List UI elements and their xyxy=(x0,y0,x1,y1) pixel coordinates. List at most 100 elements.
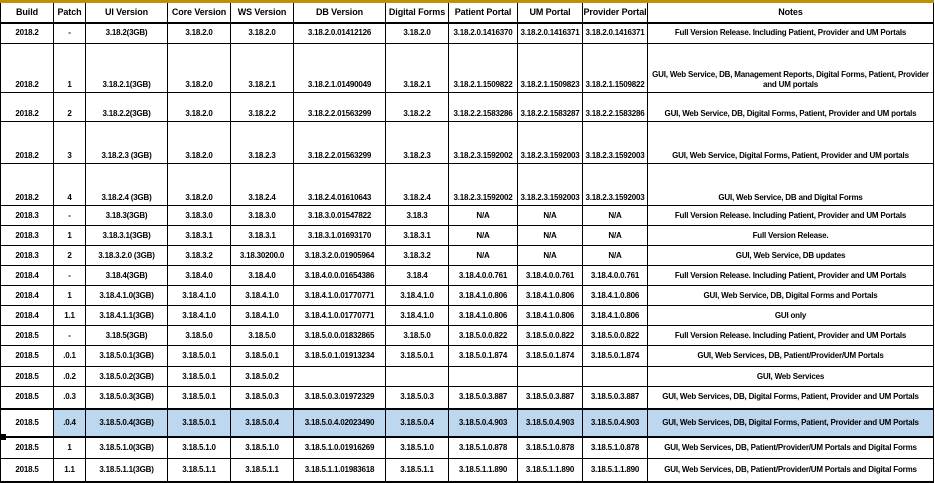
cell-um[interactable]: N/A xyxy=(517,205,583,226)
cell-core[interactable]: 3.18.3.1 xyxy=(167,225,231,246)
cell-build[interactable]: 2018.4 xyxy=(0,265,54,286)
cell-build[interactable]: 2018.2 xyxy=(0,22,54,44)
cell-patient[interactable]: 3.18.5.0.3.887 xyxy=(448,386,518,409)
cell-patch[interactable]: 3 xyxy=(53,121,86,164)
cell-patch[interactable]: 2 xyxy=(53,245,86,266)
cell-ws[interactable]: 3.18.4.0 xyxy=(230,265,294,286)
cell-notes[interactable]: Full Version Release. Including Patient,… xyxy=(647,325,934,346)
column-header-provider[interactable]: Provider Portal xyxy=(582,1,648,24)
cell-ui[interactable]: 3.18.2.4 (3GB) xyxy=(85,163,168,206)
cell-ui[interactable]: 3.18.5.0.3(3GB) xyxy=(85,386,168,409)
cell-patient[interactable]: 3.18.5.0.0.822 xyxy=(448,325,518,346)
cell-core[interactable]: 3.18.5.0.1 xyxy=(167,366,231,387)
cell-provider[interactable]: 3.18.5.0.0.822 xyxy=(582,325,648,346)
cell-patch[interactable]: .0.4 xyxy=(53,407,86,438)
cell-patient[interactable]: 3.18.5.1.1.890 xyxy=(448,458,518,482)
cell-ws[interactable]: 3.18.30200.0 xyxy=(230,245,294,266)
cell-ws[interactable]: 3.18.5.0.4 xyxy=(230,407,294,438)
column-header-db[interactable]: DB Version xyxy=(293,1,386,24)
cell-db[interactable]: 3.18.3.1.01693170 xyxy=(293,225,386,246)
cell-provider[interactable]: N/A xyxy=(582,225,648,246)
cell-core[interactable]: 3.18.2.0 xyxy=(167,22,231,44)
cell-um[interactable]: 3.18.5.0.1.874 xyxy=(517,345,583,367)
cell-patient[interactable]: 3.18.2.3.1592002 xyxy=(448,163,518,206)
cell-build[interactable]: 2018.5 xyxy=(0,386,54,409)
cell-patch[interactable]: 1 xyxy=(53,43,86,93)
cell-ws[interactable]: 3.18.3.0 xyxy=(230,205,294,226)
cell-df[interactable]: 3.18.3 xyxy=(385,205,449,226)
cell-patient[interactable]: 3.18.4.1.0.806 xyxy=(448,305,518,326)
cell-patient[interactable]: 3.18.5.0.4.903 xyxy=(448,407,518,438)
cell-ui[interactable]: 3.18.3(3GB) xyxy=(85,205,168,226)
cell-core[interactable]: 3.18.5.1.0 xyxy=(167,436,231,459)
cell-df[interactable]: 3.18.4.1.0 xyxy=(385,285,449,306)
cell-patient[interactable]: 3.18.4.1.0.806 xyxy=(448,285,518,306)
cell-db[interactable]: 3.18.5.0.3.01972329 xyxy=(293,386,386,409)
cell-ui[interactable]: 3.18.4.1.1(3GB) xyxy=(85,305,168,326)
cell-df[interactable]: 3.18.2.2 xyxy=(385,92,449,122)
cell-build[interactable]: 2018.5 xyxy=(0,407,54,438)
cell-provider[interactable] xyxy=(582,366,648,387)
cell-patient[interactable]: 3.18.4.0.0.761 xyxy=(448,265,518,286)
cell-ws[interactable]: 3.18.5.0.3 xyxy=(230,386,294,409)
cell-provider[interactable]: 3.18.4.1.0.806 xyxy=(582,305,648,326)
cell-provider[interactable]: 3.18.5.0.4.903 xyxy=(582,407,648,438)
cell-provider[interactable]: 3.18.2.3.1592003 xyxy=(582,121,648,164)
cell-patient[interactable]: 3.18.5.1.0.878 xyxy=(448,436,518,459)
column-header-ui[interactable]: UI Version xyxy=(85,1,168,24)
cell-um[interactable]: 3.18.2.3.1592003 xyxy=(517,163,583,206)
cell-provider[interactable]: N/A xyxy=(582,245,648,266)
cell-provider[interactable]: 3.18.4.1.0.806 xyxy=(582,285,648,306)
cell-notes[interactable]: GUI, Web Service, DB and Digital Forms xyxy=(647,163,934,206)
cell-patient[interactable]: 3.18.2.0.1416370 xyxy=(448,22,518,44)
cell-patch[interactable]: .0.3 xyxy=(53,386,86,409)
column-header-core[interactable]: Core Version xyxy=(167,1,231,24)
cell-ui[interactable]: 3.18.2(3GB) xyxy=(85,22,168,44)
cell-ws[interactable]: 3.18.2.1 xyxy=(230,43,294,93)
cell-df[interactable]: 3.18.5.0.3 xyxy=(385,386,449,409)
cell-build[interactable]: 2018.2 xyxy=(0,163,54,206)
cell-patch[interactable]: 2 xyxy=(53,92,86,122)
cell-core[interactable]: 3.18.5.0.1 xyxy=(167,407,231,438)
cell-patch[interactable]: 4 xyxy=(53,163,86,206)
cell-db[interactable]: 3.18.3.2.0.01905964 xyxy=(293,245,386,266)
cell-db[interactable]: 3.18.3.0.01547822 xyxy=(293,205,386,226)
cell-db[interactable]: 3.18.2.2.01563299 xyxy=(293,92,386,122)
cell-core[interactable]: 3.18.4.1.0 xyxy=(167,285,231,306)
cell-provider[interactable]: N/A xyxy=(582,205,648,226)
cell-build[interactable]: 2018.3 xyxy=(0,205,54,226)
cell-patch[interactable]: 1 xyxy=(53,436,86,459)
cell-provider[interactable]: 3.18.2.1.1509822 xyxy=(582,43,648,93)
cell-df[interactable]: 3.18.2.3 xyxy=(385,121,449,164)
cell-provider[interactable]: 3.18.5.1.1.890 xyxy=(582,458,648,482)
cell-db[interactable]: 3.18.5.0.0.01832865 xyxy=(293,325,386,346)
cell-um[interactable]: 3.18.5.0.0.822 xyxy=(517,325,583,346)
cell-ws[interactable]: 3.18.5.0.1 xyxy=(230,345,294,367)
cell-ui[interactable]: 3.18.3.1(3GB) xyxy=(85,225,168,246)
cell-core[interactable]: 3.18.2.0 xyxy=(167,163,231,206)
cell-df[interactable]: 3.18.5.0.4 xyxy=(385,407,449,438)
cell-ui[interactable]: 3.18.5.0.4(3GB) xyxy=(85,407,168,438)
cell-provider[interactable]: 3.18.4.0.0.761 xyxy=(582,265,648,286)
cell-build[interactable]: 2018.5 xyxy=(0,458,54,482)
cell-core[interactable]: 3.18.2.0 xyxy=(167,121,231,164)
cell-db[interactable]: 3.18.4.1.0.01770771 xyxy=(293,305,386,326)
column-header-notes[interactable]: Notes xyxy=(647,1,934,24)
cell-provider[interactable]: 3.18.5.1.0.878 xyxy=(582,436,648,459)
cell-patch[interactable]: 1.1 xyxy=(53,305,86,326)
cell-notes[interactable]: GUI, Web Services, DB, Patient/Provider/… xyxy=(647,458,934,482)
cell-ws[interactable]: 3.18.5.0.2 xyxy=(230,366,294,387)
cell-patient[interactable]: N/A xyxy=(448,205,518,226)
cell-db[interactable] xyxy=(293,366,386,387)
cell-provider[interactable]: 3.18.2.0.1416371 xyxy=(582,22,648,44)
cell-patient[interactable]: N/A xyxy=(448,225,518,246)
cell-core[interactable]: 3.18.2.0 xyxy=(167,43,231,93)
cell-ui[interactable]: 3.18.2.2(3GB) xyxy=(85,92,168,122)
cell-df[interactable]: 3.18.4.1.0 xyxy=(385,305,449,326)
cell-patient[interactable]: 3.18.5.0.1.874 xyxy=(448,345,518,367)
cell-um[interactable]: N/A xyxy=(517,225,583,246)
cell-ws[interactable]: 3.18.2.0 xyxy=(230,22,294,44)
column-header-patient[interactable]: Patient Portal xyxy=(448,1,518,24)
cell-df[interactable]: 3.18.4 xyxy=(385,265,449,286)
cell-df[interactable]: 3.18.2.0 xyxy=(385,22,449,44)
